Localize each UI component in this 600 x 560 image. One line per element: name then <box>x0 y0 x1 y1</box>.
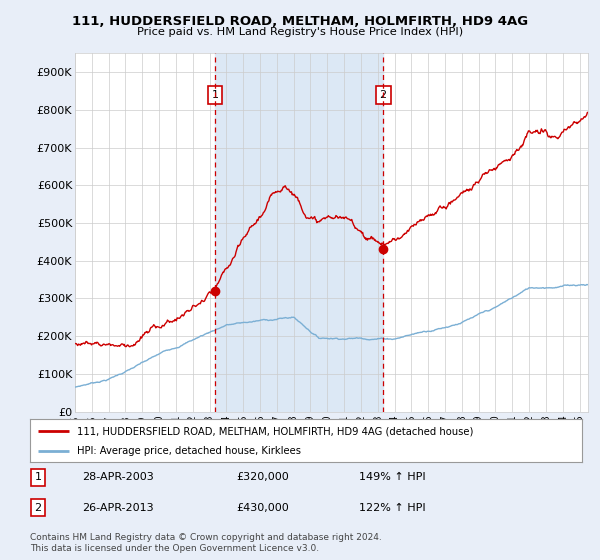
Text: £430,000: £430,000 <box>236 503 289 512</box>
Text: £320,000: £320,000 <box>236 473 289 482</box>
Text: 2: 2 <box>380 90 386 100</box>
Text: 28-APR-2003: 28-APR-2003 <box>83 473 154 482</box>
Text: 111, HUDDERSFIELD ROAD, MELTHAM, HOLMFIRTH, HD9 4AG: 111, HUDDERSFIELD ROAD, MELTHAM, HOLMFIR… <box>72 15 528 28</box>
Text: 1: 1 <box>34 473 41 482</box>
Text: This data is licensed under the Open Government Licence v3.0.: This data is licensed under the Open Gov… <box>30 544 319 553</box>
Bar <box>215 53 383 412</box>
Text: HPI: Average price, detached house, Kirklees: HPI: Average price, detached house, Kirk… <box>77 446 301 456</box>
Text: 149% ↑ HPI: 149% ↑ HPI <box>359 473 425 482</box>
Text: 111, HUDDERSFIELD ROAD, MELTHAM, HOLMFIRTH, HD9 4AG (detached house): 111, HUDDERSFIELD ROAD, MELTHAM, HOLMFIR… <box>77 426 473 436</box>
Text: Price paid vs. HM Land Registry's House Price Index (HPI): Price paid vs. HM Land Registry's House … <box>137 27 463 37</box>
Text: Contains HM Land Registry data © Crown copyright and database right 2024.: Contains HM Land Registry data © Crown c… <box>30 533 382 542</box>
Text: 26-APR-2013: 26-APR-2013 <box>83 503 154 512</box>
Text: 122% ↑ HPI: 122% ↑ HPI <box>359 503 425 512</box>
Text: 2: 2 <box>34 503 41 512</box>
Text: 1: 1 <box>211 90 218 100</box>
